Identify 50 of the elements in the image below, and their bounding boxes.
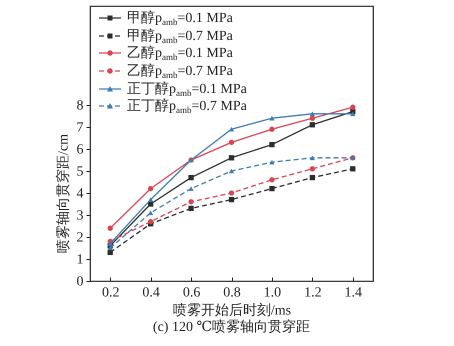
point <box>228 190 234 196</box>
point <box>188 186 194 191</box>
legend-label: 乙醇p$_{amb}$=0.7 MPa <box>127 62 233 80</box>
y-tick-label: 0 <box>76 274 84 290</box>
point <box>310 166 316 172</box>
legend-label: 正丁醇p$_{amb}$=0.7 MPa <box>127 97 247 116</box>
point <box>108 246 113 250</box>
x-axis-title: 喷雾开始后时刻/ms <box>172 302 292 318</box>
point <box>148 186 154 192</box>
y-tick-label: 6 <box>76 142 84 158</box>
point <box>269 160 275 164</box>
point <box>310 122 316 128</box>
legend-label: 甲醇p$_{amb}$=0.1 MPa <box>127 9 233 27</box>
point <box>228 140 234 146</box>
legend-label: 甲醇p$_{amb}$=0.7 MPa <box>127 27 233 45</box>
y-tick-label: 3 <box>76 208 84 224</box>
y-tick-label: 4 <box>76 186 84 202</box>
point <box>269 126 275 132</box>
point <box>310 174 316 180</box>
point <box>310 156 316 160</box>
x-tick-label: 0.6 <box>182 286 200 300</box>
point <box>310 112 316 116</box>
y-tick-label: 7 <box>76 120 84 136</box>
point <box>148 197 154 202</box>
point <box>228 155 234 160</box>
point <box>350 166 356 172</box>
point <box>269 177 275 182</box>
legend-label: 乙醇p$_{amb}$=0.1 MPa <box>127 44 233 62</box>
point <box>108 226 113 231</box>
point <box>350 112 356 116</box>
point <box>188 199 194 204</box>
x-tick-label: 0.8 <box>223 286 241 300</box>
x-tick-label: 1.4 <box>344 286 362 300</box>
x-tick-label: 1.2 <box>304 286 322 300</box>
y-tick-label: 8 <box>76 98 84 114</box>
point <box>108 241 113 246</box>
x-tick-label: 0.4 <box>142 286 160 300</box>
x-tick-label: 0.2 <box>102 286 120 300</box>
point <box>148 218 154 224</box>
x-tick-label: 1.0 <box>264 286 282 300</box>
legend-label: 正丁醇p$_{amb}$=0.1 MPa <box>127 80 247 98</box>
y-axis-title: 喷雾轴向贯穿距/cm <box>56 134 72 253</box>
point <box>310 116 316 121</box>
point <box>350 104 356 110</box>
y-tick-label: 2 <box>76 230 84 246</box>
point <box>228 168 234 174</box>
y-tick-label: 1 <box>76 252 84 268</box>
text: (c) 120 ℃喷雾轴向贯穿距 <box>152 319 310 335</box>
point <box>269 116 275 120</box>
y-tick-label: 5 <box>76 164 84 180</box>
